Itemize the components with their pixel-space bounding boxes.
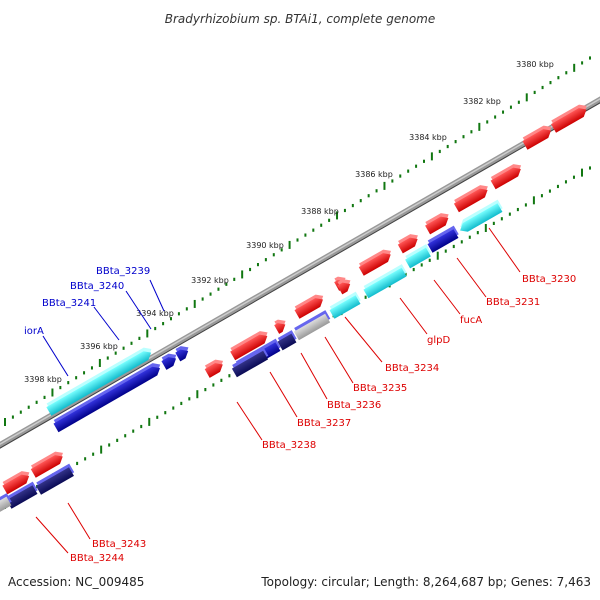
gene-arrow	[358, 249, 391, 276]
gene-arrow	[551, 104, 587, 133]
gene-arrow	[277, 330, 297, 351]
gene-arrow	[53, 363, 161, 433]
gene-arrow	[397, 234, 418, 254]
tick-label: 3380 kbp	[516, 60, 554, 69]
gene-label: BBta_3239	[96, 266, 150, 277]
gene-label: BBta_3240	[70, 281, 124, 292]
tick-label: 3396 kbp	[80, 342, 118, 351]
gene-label: fucA	[460, 315, 482, 326]
gene-arrow	[293, 310, 331, 341]
gene-arrow	[161, 353, 177, 370]
tick-label: 3390 kbp	[246, 241, 284, 250]
tick-label: 3386 kbp	[355, 170, 393, 179]
gene-arrow	[329, 291, 361, 319]
tick-label: 3394 kbp	[136, 309, 174, 318]
genome-backbone	[0, 96, 600, 449]
gene-label: glpD	[427, 335, 450, 346]
tick-label: 3398 kbp	[24, 375, 62, 384]
gene-label: BBta_3236	[327, 400, 381, 411]
tick-label: 3384 kbp	[409, 133, 447, 142]
gene-arrow	[405, 244, 432, 269]
gene-arrow	[460, 199, 503, 232]
gene-features	[0, 104, 587, 514]
accession-label: Accession: NC_009485	[8, 575, 144, 589]
gene-arrow	[204, 359, 224, 378]
gene-arrow	[425, 213, 449, 235]
gene-label: iorA	[24, 326, 44, 337]
gene-label: BBta_3231	[486, 297, 540, 308]
gene-arrow	[490, 164, 522, 190]
gene-arrow	[175, 346, 189, 362]
gene-arrow	[522, 125, 552, 150]
gene-labels: BBta_3230 BBta_3231 fucA glpD BBta_3234 …	[24, 266, 576, 564]
gene-label: BBta_3243	[92, 539, 146, 550]
topology-label: Topology: circular; Length: 8,264,687 bp…	[260, 575, 591, 589]
gene-arrow	[294, 294, 324, 319]
gene-label: BBta_3230	[522, 274, 576, 285]
gene-label: BBta_3241	[42, 298, 96, 309]
gene-arrow	[46, 347, 152, 416]
gene-arrow	[427, 225, 459, 253]
tick-label: 3388 kbp	[301, 207, 339, 216]
gene-arrow	[30, 451, 63, 478]
gene-arrow	[36, 463, 75, 495]
tick-label: 3392 kbp	[191, 276, 229, 285]
tick-label: 3382 kbp	[463, 97, 501, 106]
gene-arrow	[231, 347, 269, 378]
gene-arrow	[0, 493, 12, 514]
gene-label: BBta_3235	[353, 383, 407, 394]
gene-arrow	[453, 185, 488, 213]
gene-label: BBta_3234	[385, 363, 439, 374]
gene-label: BBta_3238	[262, 440, 316, 451]
gene-label: BBta_3244	[70, 553, 124, 564]
label-leaders	[35, 227, 521, 554]
gene-arrow	[274, 319, 286, 334]
gene-arrow	[230, 331, 268, 361]
gene-arrow	[337, 279, 351, 295]
tick-labels: 3380 kbp 3382 kbp 3384 kbp 3386 kbp 3388…	[24, 60, 554, 384]
gene-arrow	[363, 264, 407, 299]
gene-arrow	[2, 471, 30, 495]
gene-label: BBta_3237	[297, 418, 351, 429]
gene-arrow	[6, 481, 38, 509]
genome-title: Bradyrhizobium sp. BTAi1, complete genom…	[165, 12, 435, 26]
